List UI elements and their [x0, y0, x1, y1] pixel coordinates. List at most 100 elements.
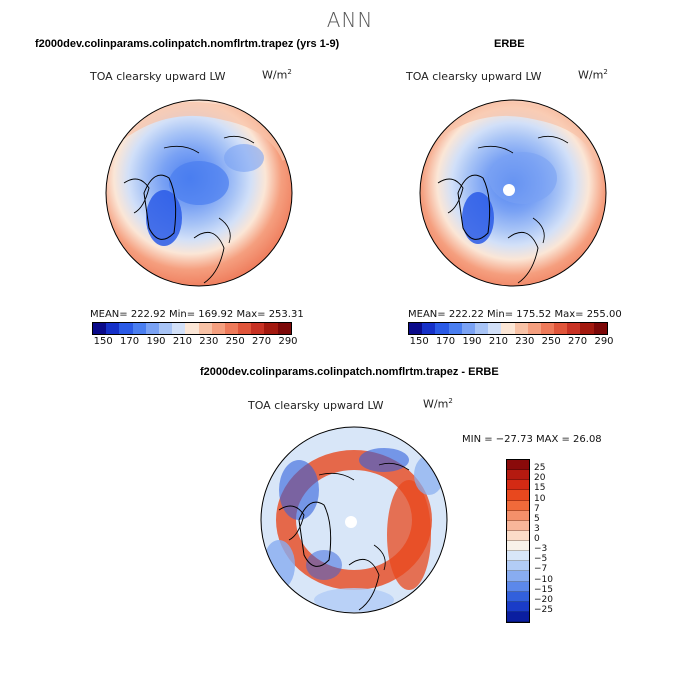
colorbar-tick-label: 15 — [534, 483, 546, 494]
colorbar-swatch — [507, 541, 529, 552]
colorbar-swatch — [488, 323, 502, 334]
colorbar-tick-label: −5 — [534, 554, 548, 565]
colorbar-tick-label: 190 — [462, 336, 482, 347]
colorbar-tick-label: 270 — [252, 336, 272, 347]
top-right-pole-hole — [503, 184, 515, 196]
colorbar-tick-label: 190 — [146, 336, 166, 347]
top-right-colorbar — [408, 322, 608, 335]
bottom-units: W/m2 — [423, 397, 453, 411]
colorbar-tick-label: 10 — [534, 493, 546, 504]
colorbar-tick-label: 150 — [93, 336, 113, 347]
colorbar-tick-label: 210 — [172, 336, 192, 347]
colorbar-swatch — [132, 323, 146, 334]
bottom-colorbar-labels: 25 20 15 10 7 5 3 0 −3 −5 −7 −10 −15 −20 −25 — [534, 459, 574, 621]
colorbar-tick-label: 210 — [488, 336, 508, 347]
colorbar-swatch — [277, 323, 291, 334]
bottom-title: f2000dev.colinparams.colinpatch.nomflrtm… — [200, 366, 499, 378]
colorbar-swatch — [474, 323, 489, 334]
colorbar-tick-label: 170 — [436, 336, 456, 347]
colorbar-tick-label: −3 — [534, 544, 548, 555]
colorbar-tick-label: 7 — [534, 503, 540, 514]
colorbar-tick-label: 270 — [568, 336, 588, 347]
main-title: ANN — [326, 8, 374, 32]
colorbar-swatch — [119, 323, 133, 334]
top-left-units: W/m2 — [262, 68, 292, 82]
colorbar-tick-label: 150 — [409, 336, 429, 347]
colorbar-swatch — [145, 323, 159, 334]
colorbar-swatch — [106, 323, 120, 334]
colorbar-swatch — [507, 591, 529, 602]
colorbar-swatch — [507, 500, 529, 511]
colorbar-tick-label: 5 — [534, 513, 540, 524]
colorbar-swatch — [507, 551, 529, 562]
colorbar-swatch — [507, 601, 529, 612]
top-left-colorbar-labels: 150 170 190 210 230 250 270 290 — [92, 336, 298, 348]
colorbar-tick-label: −10 — [534, 574, 553, 585]
colorbar-swatch — [507, 460, 529, 471]
colorbar-swatch — [422, 323, 436, 334]
colorbar-swatch — [211, 323, 225, 334]
colorbar-swatch — [507, 561, 529, 572]
colorbar-swatch — [580, 323, 594, 334]
colorbar-tick-label: 230 — [515, 336, 535, 347]
colorbar-swatch — [507, 611, 529, 622]
colorbar-swatch — [507, 530, 529, 541]
bottom-variable-label: TOA clearsky upward LW — [248, 399, 384, 412]
colorbar-swatch — [185, 323, 199, 334]
top-right-colorbar-labels: 150 170 190 210 230 250 270 290 — [408, 336, 614, 348]
bottom-stats: MIN = −27.73 MAX = 26.08 — [462, 434, 602, 445]
top-right-variable-label: TOA clearsky upward LW — [406, 70, 542, 83]
colorbar-tick-label: −25 — [534, 604, 553, 615]
colorbar-swatch — [554, 323, 568, 334]
colorbar-swatch — [567, 323, 581, 334]
colorbar-tick-label: 170 — [120, 336, 140, 347]
top-left-stats: MEAN= 222.92 Min= 169.92 Max= 253.31 — [90, 309, 304, 320]
colorbar-swatch — [224, 323, 239, 334]
colorbar-swatch — [409, 323, 423, 334]
colorbar-tick-label: 230 — [199, 336, 219, 347]
top-left-title: f2000dev.colinparams.colinpatch.nomflrtm… — [35, 38, 340, 50]
colorbar-swatch — [251, 323, 265, 334]
colorbar-tick-label: −7 — [534, 564, 548, 575]
colorbar-swatch — [198, 323, 212, 334]
top-left-variable-label: TOA clearsky upward LW — [90, 70, 226, 83]
colorbar-swatch — [435, 323, 449, 334]
top-right-stats: MEAN= 222.22 Min= 175.52 Max= 255.00 — [408, 309, 622, 320]
colorbar-swatch — [461, 323, 475, 334]
colorbar-tick-label: 25 — [534, 463, 546, 474]
colorbar-swatch — [507, 520, 529, 531]
colorbar-tick-label: 290 — [594, 336, 614, 347]
top-right-polar-map — [419, 99, 607, 287]
colorbar-swatch — [527, 323, 541, 334]
bottom-colorbar — [506, 459, 530, 623]
colorbar-swatch — [172, 323, 186, 334]
top-right-title: ERBE — [494, 38, 525, 50]
top-left-polar-map — [105, 99, 293, 287]
colorbar-swatch — [93, 323, 107, 334]
top-left-colorbar — [92, 322, 292, 335]
colorbar-swatch — [158, 323, 173, 334]
colorbar-swatch — [507, 581, 529, 592]
colorbar-tick-label: 3 — [534, 523, 540, 534]
bottom-difference-map — [260, 426, 448, 614]
colorbar-swatch — [264, 323, 278, 334]
bottom-pole-hole — [345, 516, 357, 528]
colorbar-tick-label: −20 — [534, 594, 553, 605]
colorbar-tick-label: 250 — [541, 336, 561, 347]
colorbar-swatch — [507, 571, 529, 582]
colorbar-tick-label: 250 — [225, 336, 245, 347]
colorbar-swatch — [540, 323, 555, 334]
colorbar-swatch — [238, 323, 252, 334]
colorbar-swatch — [507, 510, 529, 521]
colorbar-tick-label: 20 — [534, 473, 546, 484]
colorbar-swatch — [507, 470, 529, 481]
colorbar-tick-label: −15 — [534, 584, 553, 595]
colorbar-swatch — [514, 323, 528, 334]
colorbar-swatch — [501, 323, 515, 334]
colorbar-tick-label: 0 — [534, 534, 540, 544]
top-right-units: W/m2 — [578, 68, 608, 82]
colorbar-swatch — [593, 323, 607, 334]
colorbar-tick-label: 290 — [278, 336, 298, 347]
colorbar-swatch — [507, 490, 529, 501]
colorbar-swatch — [448, 323, 462, 334]
